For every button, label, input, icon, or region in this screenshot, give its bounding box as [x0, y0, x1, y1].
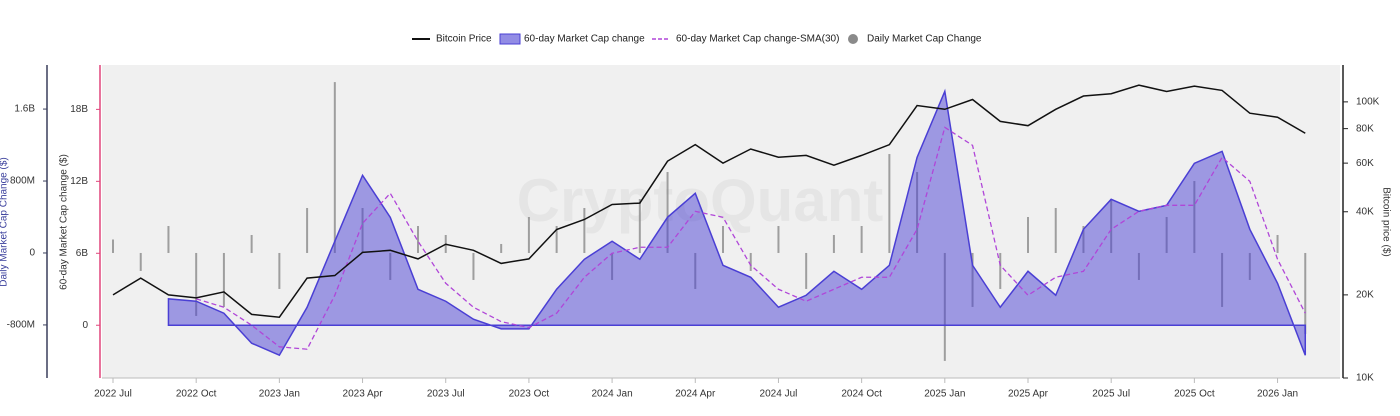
daily-bar — [139, 252, 142, 271]
daily-bar — [1054, 208, 1057, 253]
y-axis-title: 60-day Market Cap change ($) — [59, 154, 70, 290]
daily-bar — [888, 154, 891, 253]
y2-tick-label: 60K — [1356, 158, 1374, 169]
y-tick-label: 6B — [76, 248, 89, 259]
y2-tick-label: 80K — [1356, 123, 1374, 134]
legend: Bitcoin Price 60-day Market Cap change 60-… — [412, 33, 982, 45]
x-tick-label: 2023 Jul — [427, 389, 465, 400]
daily-bar — [333, 82, 336, 253]
legend-label: Daily Market Cap Change — [867, 34, 982, 45]
daily-bar — [722, 225, 724, 253]
daily-bar — [832, 234, 835, 253]
daily-bar — [805, 252, 808, 289]
legend-swatch — [848, 34, 858, 44]
daily-bar — [860, 225, 863, 253]
y2-axis-title: Bitcoin price ($) — [1380, 187, 1391, 256]
daily-bar — [583, 208, 586, 253]
daily-bar — [999, 252, 1002, 289]
x-tick-label: 2023 Apr — [343, 389, 384, 400]
x-tick-label: 2024 Jan — [592, 389, 633, 400]
daily-bar — [195, 252, 198, 316]
daily-bar — [417, 225, 419, 253]
daily-bar — [1304, 252, 1307, 334]
x-tick-label: 2023 Jan — [259, 389, 300, 400]
x-tick-label: 2022 Jul — [94, 389, 132, 400]
x-tick-label: 2024 Apr — [675, 389, 716, 400]
price-line — [112, 84, 1306, 319]
y2-tick-label: 10K — [1356, 373, 1374, 384]
y3-tick-label: 1.6B — [14, 104, 35, 115]
daily-bar — [1027, 217, 1029, 253]
y-tick-label: 12B — [70, 176, 88, 187]
legend-label: 60-day Market Cap change-SMA(30) — [676, 34, 839, 45]
y2-tick-label: 40K — [1356, 206, 1374, 217]
daily-bar — [777, 225, 780, 253]
daily-bar — [250, 234, 253, 253]
daily-bar — [500, 243, 503, 253]
daily-bar — [472, 252, 475, 280]
x-tick-label: 2025 Jan — [924, 389, 965, 400]
y3-tick-label: 0 — [29, 248, 35, 259]
y3-axis-title: Daily Market Cap Change ($) — [0, 157, 10, 287]
daily-bar — [167, 225, 170, 253]
x-tick-label: 2025 Oct — [1174, 389, 1215, 400]
daily-bar — [749, 252, 752, 271]
daily-bar — [278, 252, 281, 289]
y3-tick-label: 800M — [10, 176, 35, 187]
daily-bar — [666, 172, 669, 253]
daily-bar — [527, 217, 530, 253]
legend-label: Bitcoin Price — [436, 34, 492, 45]
y-tick-label: 0 — [82, 320, 88, 331]
sma-line — [195, 126, 1306, 350]
x-tick-label: 2024 Oct — [841, 389, 882, 400]
x-tick-label: 2025 Jul — [1092, 389, 1130, 400]
daily-bar — [638, 199, 641, 253]
x-tick-label: 2024 Jul — [760, 389, 798, 400]
legend-swatch — [499, 33, 521, 45]
x-tick-label: 2023 Oct — [509, 389, 550, 400]
x-tick-label: 2026 Jan — [1257, 389, 1298, 400]
x-tick-label: 2025 Apr — [1008, 389, 1049, 400]
y3-tick-label: -800M — [7, 320, 35, 331]
x-tick-label: 2022 Oct — [176, 389, 217, 400]
daily-bar — [1276, 234, 1279, 253]
y2-tick-label: 20K — [1356, 290, 1374, 301]
y2-tick-label: 100K — [1356, 97, 1380, 108]
daily-bar — [555, 225, 558, 253]
y-tick-label: 18B — [70, 104, 88, 115]
daily-bar — [112, 239, 114, 253]
daily-bar — [306, 208, 309, 253]
daily-bar — [222, 252, 225, 307]
legend-label: 60-day Market Cap change — [524, 34, 645, 45]
